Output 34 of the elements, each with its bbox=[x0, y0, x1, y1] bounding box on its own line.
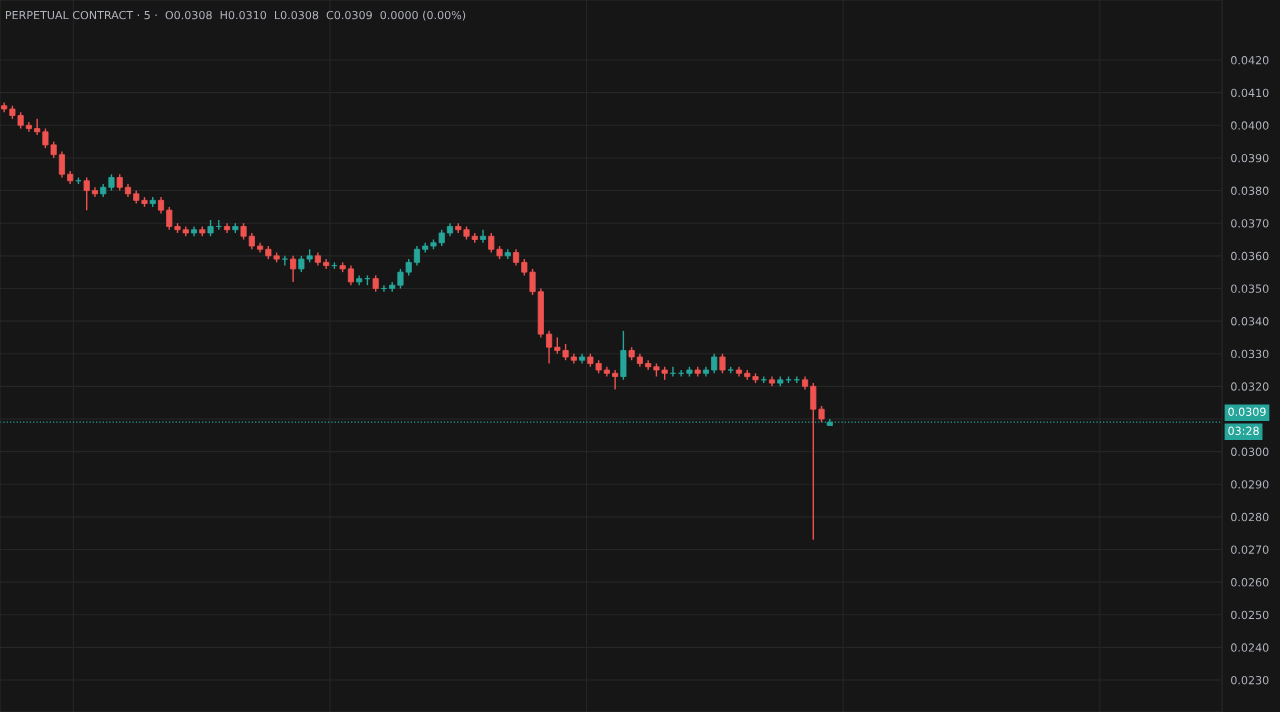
y-tick-label: 0.0390 bbox=[1231, 153, 1269, 163]
y-tick-label: 0.0400 bbox=[1231, 121, 1269, 130]
y-tick-label: 0.0230 bbox=[1231, 676, 1269, 685]
candlestick bbox=[58, 150, 65, 179]
candlestick bbox=[83, 176, 90, 211]
y-tick-label: 0.0320 bbox=[1231, 382, 1269, 391]
candlestick bbox=[711, 353, 718, 374]
y-tick-label: 0.0410 bbox=[1231, 88, 1269, 98]
y-tick-label: 0.0270 bbox=[1231, 545, 1269, 554]
candlestick bbox=[546, 330, 553, 365]
candlestick bbox=[34, 118, 41, 136]
y-tick-label: 0.0370 bbox=[1231, 219, 1269, 228]
y-tick-label: 0.0350 bbox=[1231, 284, 1269, 293]
y-tick-label: 0.0280 bbox=[1231, 512, 1269, 522]
candlestick bbox=[612, 369, 619, 391]
candlestick bbox=[281, 255, 288, 267]
candlestick bbox=[290, 255, 297, 283]
y-tick-label: 0.0380 bbox=[1231, 186, 1269, 195]
y-tick-label: 0.0330 bbox=[1231, 349, 1269, 359]
y-tick-label: 0.0360 bbox=[1231, 251, 1269, 261]
y-tick-label: 0.0250 bbox=[1231, 610, 1269, 620]
text: PERPETUAL CONTRACT · 5 · O0.0308 H0.0310 L0.0308 C0.0309 0.0000 (0.00%) bbox=[5, 10, 466, 21]
y-tick-label: 0.0260 bbox=[1231, 578, 1269, 587]
y-tick-label: 0.0290 bbox=[1231, 480, 1269, 489]
ref-line-label: 0.0309 bbox=[1228, 407, 1266, 416]
y-tick-label: 0.0240 bbox=[1231, 643, 1269, 652]
candlestick bbox=[719, 353, 726, 374]
y-tick-label: 0.0340 bbox=[1231, 317, 1269, 326]
candlestick bbox=[347, 264, 354, 286]
text: 03:28 bbox=[1228, 426, 1259, 436]
y-tick-label: 0.0300 bbox=[1231, 447, 1269, 456]
candlestick bbox=[479, 229, 487, 244]
y-tick-label: 0.0420 bbox=[1231, 56, 1269, 65]
candlestick bbox=[413, 245, 421, 267]
